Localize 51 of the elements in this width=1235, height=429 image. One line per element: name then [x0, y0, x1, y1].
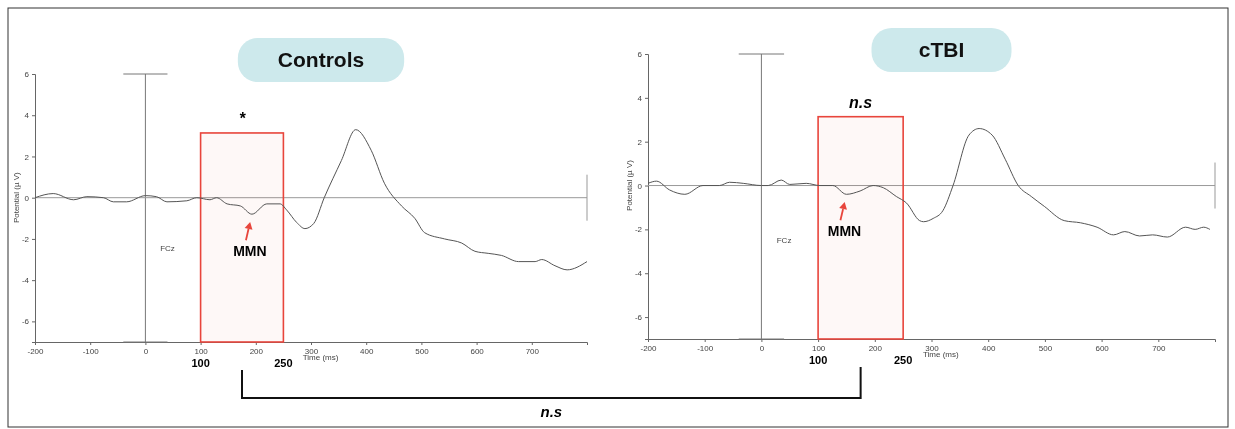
- y-tick-label: 6: [24, 70, 30, 80]
- annotation: MMN: [827, 223, 862, 240]
- text: 100: [191, 357, 210, 369]
- x-tick-label: 0: [143, 346, 149, 356]
- x-tick-label: 0: [759, 343, 765, 353]
- y-axis-title: Potential (µ V): [12, 171, 21, 224]
- x-tick-label: 700: [1152, 343, 1167, 353]
- x-tick-label: -100: [82, 346, 100, 356]
- y-tick-label: -2: [21, 234, 30, 244]
- x-tick-label: 400: [982, 343, 996, 353]
- x-tick-label: 400: [360, 346, 374, 356]
- x-tick-label: 500: [1038, 343, 1053, 353]
- text: n.s: [540, 403, 563, 420]
- x-tick-label: 100: [811, 343, 826, 353]
- annotation: FCz: [776, 235, 792, 245]
- y-tick-label: 0: [24, 193, 30, 203]
- text: 250: [893, 354, 913, 366]
- annotation: *: [238, 109, 246, 127]
- chart-title: Controls: [277, 48, 365, 71]
- x-tick-label: 600: [1095, 343, 1110, 353]
- x-tick-label: 700: [525, 346, 540, 356]
- annotation: n.s: [849, 93, 873, 111]
- y-tick-label: -6: [21, 317, 30, 327]
- x-tick-label: 200: [249, 346, 264, 356]
- x-tick-label: -100: [697, 343, 714, 353]
- x-tick-label: 300: [925, 343, 940, 353]
- annotation: MMN: [233, 243, 267, 260]
- x-axis-title: Time (ms): [922, 350, 960, 359]
- annotation: FCz: [160, 244, 175, 254]
- chart-title: cTBI: [918, 38, 965, 61]
- y-tick-label: 0: [637, 181, 643, 191]
- x-tick-label: 200: [868, 343, 883, 353]
- x-tick-label: 300: [304, 346, 319, 356]
- x-tick-label: 500: [415, 346, 430, 356]
- y-tick-label: -4: [634, 269, 643, 279]
- y-tick-label: -4: [21, 276, 30, 286]
- y-tick-label: 4: [637, 93, 643, 103]
- y-tick-label: 4: [24, 111, 30, 121]
- x-tick-label: -200: [27, 346, 45, 356]
- x-axis-title: Time (ms): [302, 353, 339, 362]
- y-tick-label: 6: [637, 50, 643, 60]
- text: 100: [808, 354, 828, 366]
- y-tick-label: -2: [634, 225, 643, 235]
- y-tick-label: 2: [637, 137, 643, 147]
- x-tick-label: -200: [640, 343, 658, 353]
- x-tick-label: 100: [194, 346, 209, 356]
- y-tick-label: -6: [634, 313, 643, 323]
- x-tick-label: 600: [470, 346, 485, 356]
- y-axis-title: Potential (µ V): [625, 159, 634, 211]
- y-tick-label: 2: [24, 152, 30, 162]
- text: 250: [274, 357, 293, 369]
